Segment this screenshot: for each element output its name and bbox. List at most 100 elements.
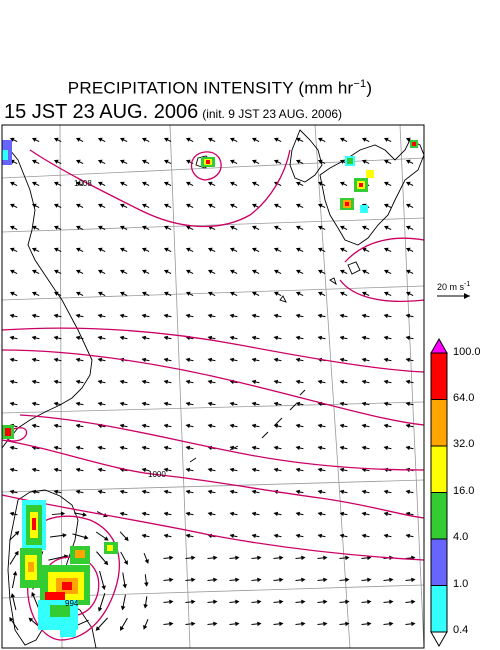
wind-arrow-head [75,181,81,186]
wind-arrow-head [383,379,389,385]
wind-arrow-head [119,159,125,164]
wind-arrow-head [235,621,240,627]
wind-arrow-head [229,423,235,429]
wind-arrow-head [339,335,345,341]
kyushu-coast [319,139,424,246]
wind-arrow-head [229,269,235,274]
wind-arrow-head [317,247,323,252]
wind-arrow-head [383,247,389,252]
wind-arrow-head [411,555,416,561]
wind-arrow-head [75,489,81,495]
wind-arrow-head [273,401,279,407]
wind-arrow-head [339,181,345,186]
wind-arrow-head [301,577,306,583]
wind-arrow-head [169,577,174,583]
wind-arrow-head [123,560,128,565]
wind-arrow-head [279,555,284,561]
contour-jeju-circle [190,151,222,181]
wind-arrow-head [9,247,15,252]
wind-arrow-head [361,379,367,385]
wind-arrow-head [185,313,191,319]
wind-arrow-head [185,247,191,252]
wind-arrow-head [207,313,213,319]
wind-arrow-head [323,577,328,583]
wind-arrow-head [389,621,394,627]
wind-arrow-head [75,313,81,319]
colorbar-segment-2 [430,399,448,447]
wind-arrow-head [229,467,235,473]
wind-arrow-head [323,599,328,605]
wind-arrow-head [163,159,169,164]
wind-arrow-head [31,159,37,164]
wind-arrow-head [207,291,213,296]
wind-arrow-head [273,445,279,451]
wind-arrow-head [141,313,147,319]
wind-arrow-head [185,181,191,186]
contour-mid-c [19,414,424,471]
wind-arrow-head [97,159,103,164]
contour-label-1008: 1008 [74,179,92,188]
wind-arrow-head [97,313,103,319]
wind-arrow-head [383,181,389,186]
wind-arrow-head [207,357,213,363]
wind-arrow-head [411,577,416,583]
wind-arrow-head [97,357,103,363]
wind-arrow-head [9,445,15,451]
wind-arrow-head [9,616,14,622]
wind-arrow-head [383,313,389,319]
map-frame [1,124,425,649]
wind-arrow-head [75,137,81,142]
wind-arrow-head [383,225,389,230]
contour-mid-a [2,327,424,373]
wind-arrow-head [295,467,301,473]
wind-arrow-head [273,291,279,296]
wind-vector-field [9,137,416,631]
wind-arrow-head [273,357,279,363]
wind-arrow-head [317,313,323,319]
wind-arrow-head [185,467,191,473]
wind-arrow-head [317,467,323,473]
wind-arrow-head [207,269,213,274]
wind-arrow-head [120,605,126,611]
wind-arrow-head [345,555,350,561]
wind-arrow-head [185,225,191,230]
wind-arrow-head [295,137,301,142]
wind-arrow-head [317,489,323,495]
wind-arrow-head [229,511,235,517]
wind-arrow-head [405,379,411,385]
wind-arrow-head [119,247,125,252]
wind-arrow-head [295,335,301,341]
wind-arrow-head [83,535,89,540]
wind-arrow-head [339,489,345,495]
wind-arrow-head [251,313,257,319]
wind-arrow-head [251,467,257,473]
wind-arrow-head [295,181,301,186]
precip-shading [2,140,418,637]
wind-arrow-head [317,423,323,429]
wind-arrow-head [229,137,235,142]
wind-arrow-head [251,357,257,363]
wind-arrow-head [169,621,174,627]
wind-arrow-head [75,291,81,296]
wind-arrow-head [339,313,345,319]
wind-arrow-head [31,467,37,473]
wind-arrow-head [31,137,37,142]
colorbar-segment-3 [430,445,448,493]
wind-arrow-head [185,379,191,385]
wind-arrow-head [361,269,367,274]
wind-arrow-head [119,445,125,451]
wind-arrow-head [185,269,191,274]
wind-arrow-head [317,445,323,451]
wind-arrow-head [229,247,235,252]
wind-arrow-head [75,247,81,252]
wind-arrow-head [317,137,323,142]
wind-arrow-head [185,445,191,451]
wind-arrow-head [361,511,367,517]
wind-arrow-head [141,533,147,539]
wind-arrow-head [163,445,169,451]
wind-arrow-head [251,137,257,142]
wind-arrow-head [301,555,306,561]
colorbar-segment-5 [430,538,448,586]
wind-arrow-head [411,621,416,627]
wind-arrow-head [383,445,389,451]
